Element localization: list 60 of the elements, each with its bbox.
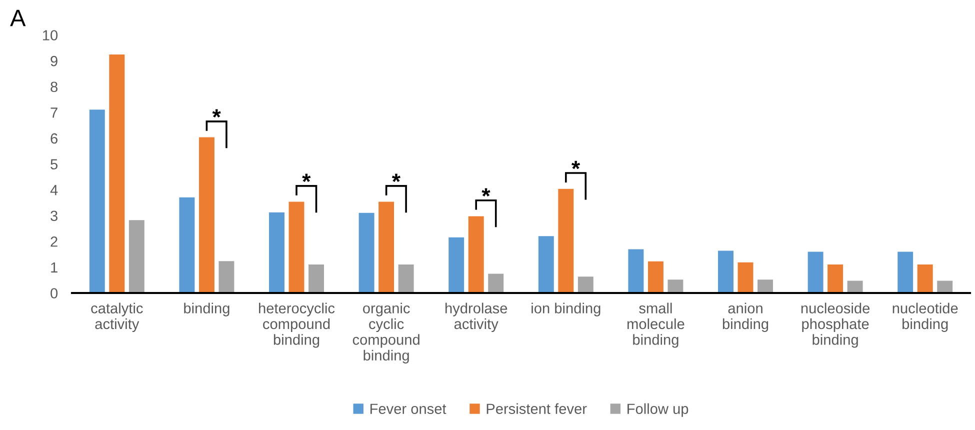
bar <box>218 260 235 293</box>
bar <box>557 188 574 293</box>
y-tick-label: 9 <box>50 56 58 66</box>
bar <box>88 108 106 293</box>
y-tick-label: 3 <box>50 210 58 222</box>
bar <box>487 273 504 293</box>
chart-title: A <box>10 10 26 26</box>
bar <box>268 212 286 293</box>
bar <box>896 251 914 293</box>
bar <box>358 212 375 293</box>
legend-label: Follow up <box>628 403 688 417</box>
bar <box>108 54 126 293</box>
bar <box>647 260 664 293</box>
bar <box>577 276 594 293</box>
annotation: * <box>302 174 311 182</box>
x-tick-label: nucleotide binding <box>892 302 958 332</box>
bar <box>826 264 844 293</box>
y-tick-label: 4 <box>50 185 58 196</box>
bar <box>756 278 774 293</box>
y-tick-label: 7 <box>50 108 58 118</box>
bar <box>288 201 305 293</box>
bar <box>846 280 864 293</box>
y-tick-label: 8 <box>50 82 58 92</box>
x-tick-label: nucleoside phosphate binding <box>801 302 870 348</box>
bar <box>448 236 465 293</box>
bar <box>398 264 414 293</box>
legend-label: Fever onset <box>370 404 446 414</box>
annotation: * <box>482 188 490 196</box>
y-tick-label: 2 <box>50 236 58 247</box>
x-tick-label: heterocyclic compound binding <box>259 302 335 348</box>
x-tick-label: binding <box>184 302 230 316</box>
x-tick-label: anion binding <box>722 302 768 332</box>
bar <box>538 235 555 293</box>
y-tick-label: 10 <box>43 30 58 40</box>
x-tick-label: catalytic activity <box>91 302 143 332</box>
bar <box>936 280 954 293</box>
y-tick-label: 5 <box>50 159 58 170</box>
bar <box>198 136 216 293</box>
bar <box>628 248 644 293</box>
x-tick-label: hydrolase activity <box>446 302 508 332</box>
bar <box>717 250 734 293</box>
bar <box>378 201 395 293</box>
bar <box>807 251 824 293</box>
x-tick-label: small molecule binding <box>627 302 684 348</box>
bar <box>128 219 146 293</box>
bar <box>308 264 325 293</box>
annotation: * <box>572 160 580 170</box>
bar <box>737 262 754 293</box>
annotation: * <box>392 174 400 182</box>
bar <box>916 264 934 293</box>
x-tick-label: ion binding <box>532 302 600 316</box>
bar <box>667 278 684 293</box>
y-tick-label: 0 <box>50 288 58 298</box>
y-tick-label: 1 <box>51 262 58 272</box>
bar <box>178 196 196 293</box>
annotation: * <box>212 109 221 118</box>
bar <box>468 216 485 293</box>
x-tick-label: organic cyclic compound binding <box>352 302 420 364</box>
legend-label: Persistent fever <box>486 403 587 414</box>
y-tick-label: 6 <box>50 133 58 144</box>
